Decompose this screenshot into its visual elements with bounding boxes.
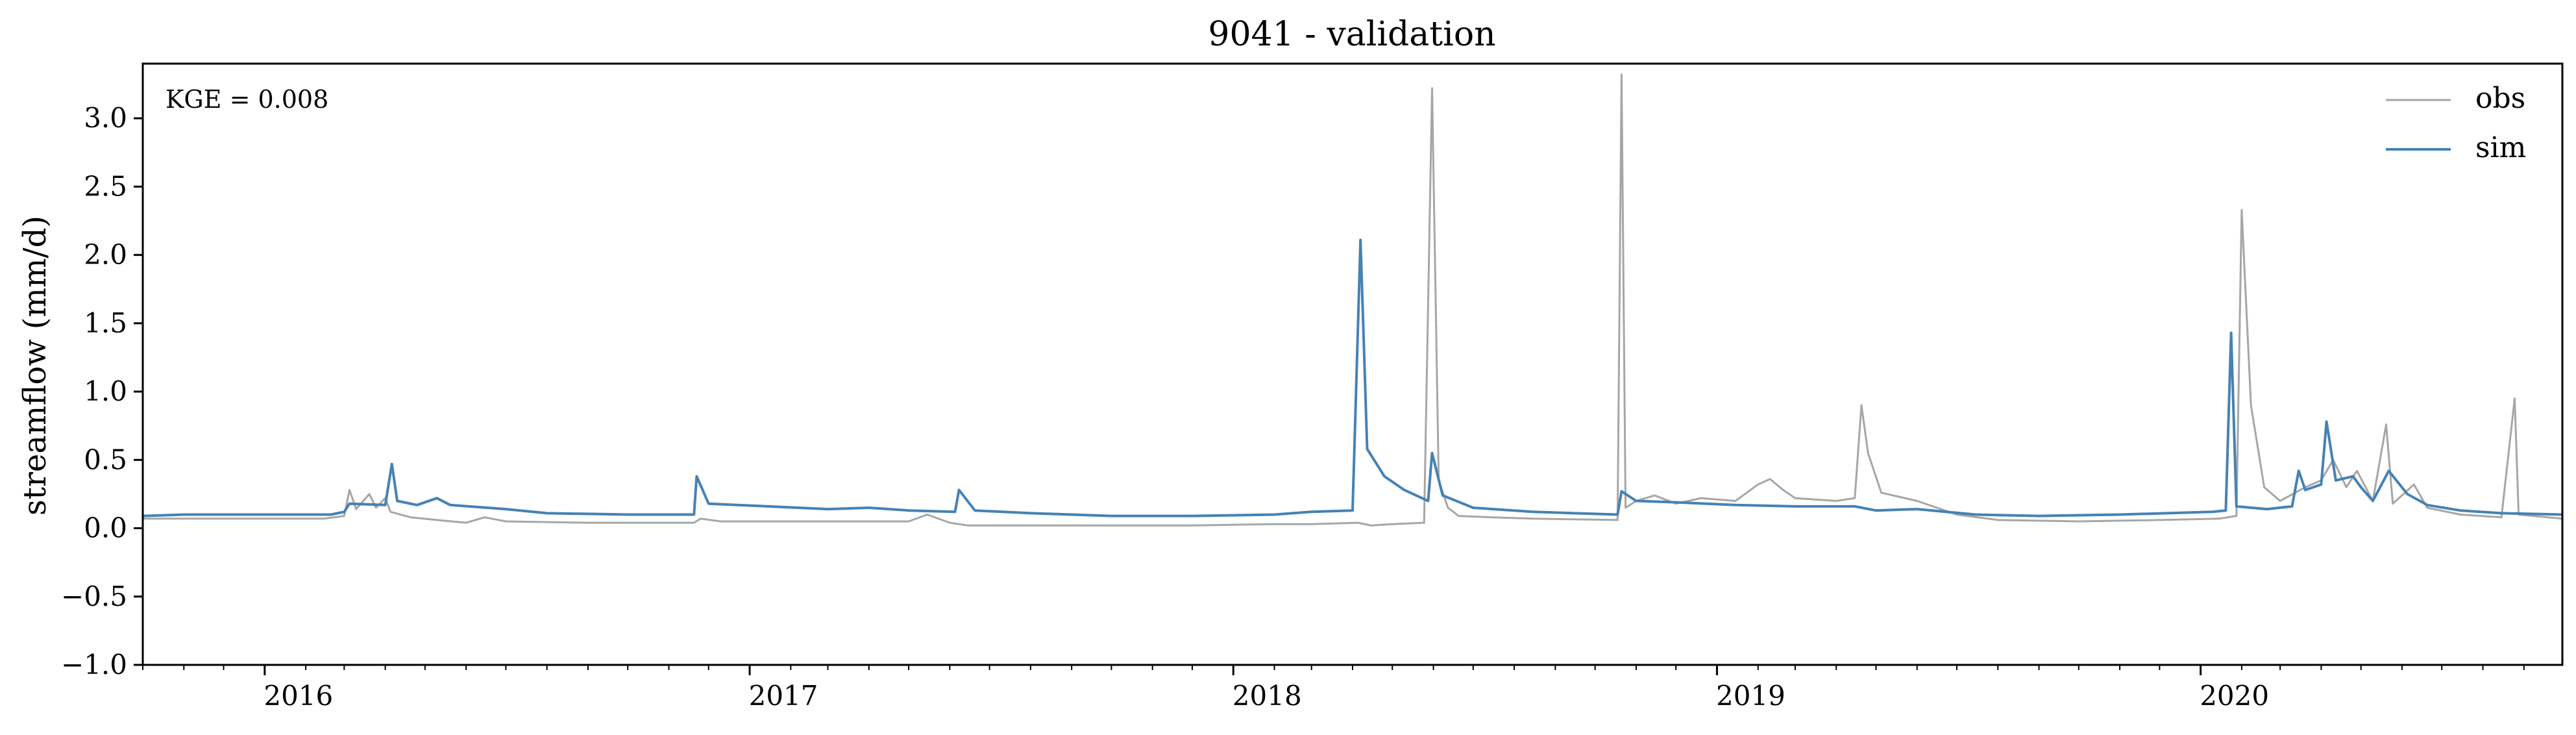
y-tick-label: 1.5 bbox=[84, 307, 127, 339]
series-line-sim bbox=[142, 238, 2563, 517]
x-tick-label: 2018 bbox=[1233, 680, 1302, 712]
y-tick-label: 0.5 bbox=[84, 443, 127, 475]
series-line-obs bbox=[143, 73, 2563, 527]
y-tick-label: 2.0 bbox=[84, 239, 127, 271]
x-tick-label: 2020 bbox=[2200, 680, 2269, 712]
y-tick-label: 0.0 bbox=[84, 512, 127, 544]
legend: obs sim bbox=[2386, 82, 2526, 164]
x-tick-label: 2017 bbox=[749, 680, 818, 712]
series-layer bbox=[142, 73, 2563, 527]
legend-label-obs: obs bbox=[2475, 82, 2525, 115]
y-tick-label: −1.0 bbox=[61, 649, 127, 680]
y-tick-label: 3.0 bbox=[84, 102, 127, 134]
legend-label-sim: sim bbox=[2475, 131, 2526, 164]
plot-frame bbox=[141, 62, 2564, 666]
kge-annotation: KGE = 0.008 bbox=[166, 85, 328, 114]
y-tick-label: 2.5 bbox=[84, 170, 127, 202]
y-tick-label: −0.5 bbox=[61, 580, 127, 612]
x-axis-ticks: 2016 2017 2018 2019 2020 bbox=[142, 665, 2525, 712]
x-tick-label: 2019 bbox=[1716, 680, 1785, 712]
x-tick-label: 2016 bbox=[264, 680, 333, 712]
y-axis-ticks: −1.0 −0.5 0.0 0.5 1.0 1.5 2.0 2.5 3.0 bbox=[61, 102, 143, 680]
y-axis-label: streamflow (mm/d) bbox=[17, 216, 53, 516]
chart-title: 9041 - validation bbox=[1208, 15, 1495, 54]
y-tick-label: 1.0 bbox=[84, 375, 127, 407]
